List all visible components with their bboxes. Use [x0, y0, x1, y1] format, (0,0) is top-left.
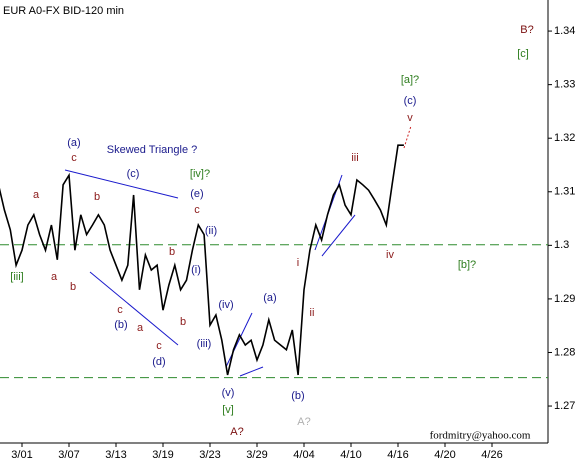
- wave-label: (c): [404, 95, 417, 107]
- wave-label: (b): [114, 319, 127, 331]
- trendline: [321, 214, 356, 257]
- price-line: [0, 144, 404, 376]
- wave-label: fordmitry@yahoo.com: [430, 430, 531, 442]
- wave-label: B?: [520, 24, 533, 36]
- wave-label: c: [117, 304, 123, 316]
- x-tick-label: 4/16: [387, 449, 408, 461]
- wave-label: (a): [263, 292, 276, 304]
- x-tick-label: 3/01: [11, 449, 32, 461]
- wave-label: (ii): [205, 225, 217, 237]
- wave-label: c: [156, 340, 162, 352]
- wave-label: v: [407, 112, 413, 124]
- wave-label: [a]?: [401, 74, 419, 86]
- wave-label: a: [137, 322, 144, 334]
- x-tick-label: 4/20: [434, 449, 455, 461]
- wave-label: b: [169, 246, 175, 258]
- x-tick-label: 4/10: [340, 449, 361, 461]
- wave-label: i: [297, 257, 299, 269]
- wave-label: (e): [190, 188, 203, 200]
- wave-label: (b): [291, 390, 304, 402]
- y-tick-label: 1.3: [554, 239, 569, 251]
- wave-label: [b]?: [458, 259, 476, 271]
- y-tick-label: 1.34: [554, 25, 575, 37]
- chart-title: EUR A0-FX BID-120 min: [3, 5, 124, 17]
- y-tick-label: 1.27: [554, 400, 575, 412]
- wave-label: a: [51, 271, 58, 283]
- y-tick-label: 1.32: [554, 132, 575, 144]
- x-tick-label: 3/13: [105, 449, 126, 461]
- trendline: [239, 366, 264, 377]
- wave-label: b: [180, 316, 186, 328]
- y-tick-label: 1.28: [554, 346, 575, 358]
- wave-label: b: [94, 191, 100, 203]
- wave-label: iv: [386, 249, 394, 261]
- x-tick-label: 3/19: [152, 449, 173, 461]
- y-tick-label: 1.33: [554, 79, 575, 91]
- wave-label: iii: [351, 152, 358, 164]
- wave-label: (i): [191, 264, 201, 276]
- wave-label: c: [71, 152, 77, 164]
- wave-label: b: [70, 281, 76, 293]
- wave-label: A?: [297, 416, 310, 428]
- wave-label: c: [194, 204, 200, 216]
- wave-label: A?: [230, 426, 243, 438]
- x-tick-label: 3/29: [246, 449, 267, 461]
- wave-label: ii: [310, 307, 315, 319]
- wave-label: [iii]: [10, 271, 23, 283]
- wave-label: [iv]?: [190, 168, 210, 180]
- wave-label: (d): [152, 356, 165, 368]
- wave-label: (c): [127, 168, 140, 180]
- wave-label: [c]: [517, 48, 529, 60]
- wave-label: Skewed Triangle ?: [107, 144, 198, 156]
- y-tick-label: 1.29: [554, 293, 575, 305]
- trendline: [225, 312, 253, 368]
- wave-label: a: [33, 189, 40, 201]
- wave-label: (v): [222, 387, 235, 399]
- x-tick-label: 3/23: [199, 449, 220, 461]
- wave-label: (iii): [197, 338, 212, 350]
- x-tick-label: 3/07: [58, 449, 79, 461]
- wave-label: (iv): [218, 299, 233, 311]
- wave-label: (a): [67, 137, 80, 149]
- wave-label: [v]: [222, 404, 234, 416]
- y-tick-label: 1.31: [554, 186, 575, 198]
- trendline: [89, 271, 179, 346]
- trendline: [64, 169, 179, 199]
- x-tick-label: 4/04: [293, 449, 314, 461]
- x-tick-label: 4/26: [481, 449, 502, 461]
